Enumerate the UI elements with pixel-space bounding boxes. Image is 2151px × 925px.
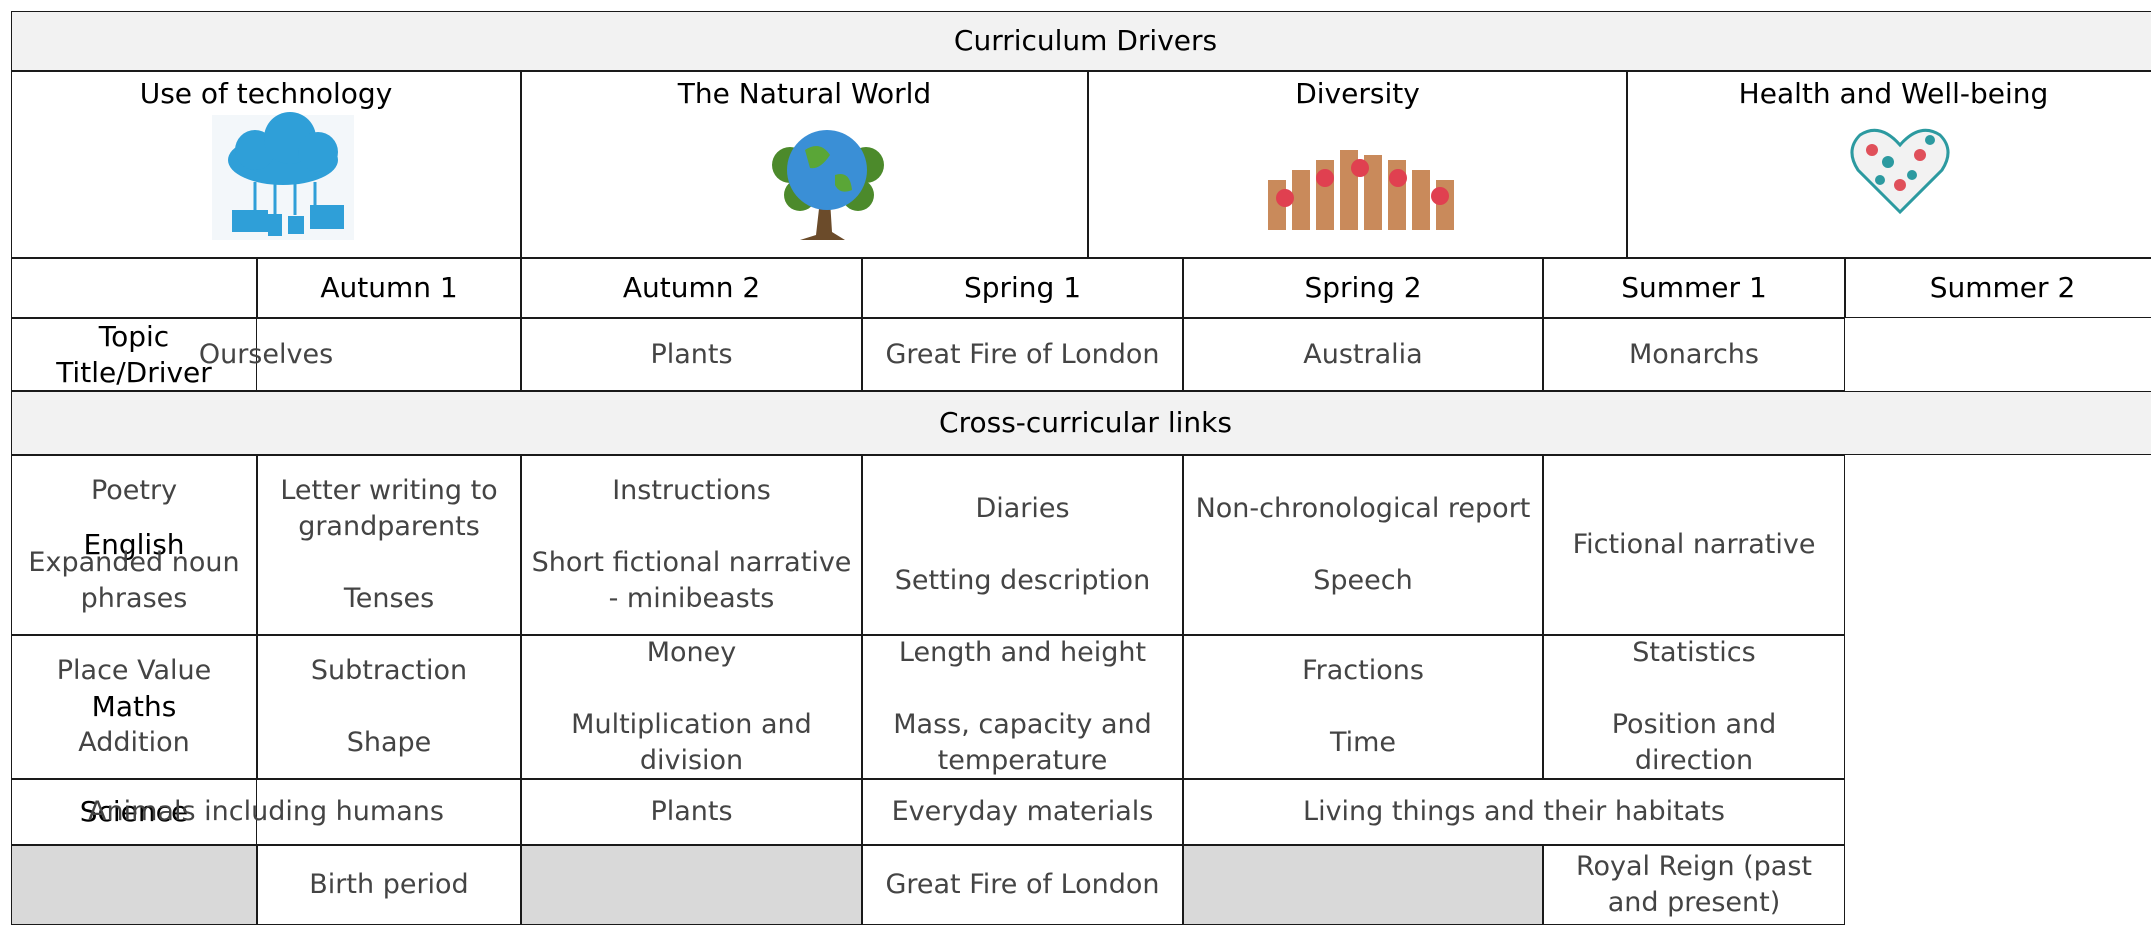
- cell-text: Instructions: [612, 475, 771, 506]
- data-cell: Subtraction Shape: [257, 635, 521, 779]
- cell-text: Everyday materials: [891, 796, 1154, 827]
- cell-text: The Natural World: [677, 77, 932, 110]
- cell-text: Diversity: [1295, 77, 1420, 110]
- data-cell: Living things and their habitats: [1183, 779, 1845, 845]
- cell-text: Place Value: [56, 655, 212, 686]
- cell-text: Spring 1: [963, 271, 1082, 304]
- cell-text: Spring 2: [1304, 271, 1422, 304]
- data-cell: Place Value Addition: [11, 635, 257, 779]
- data-cell: Non-chronological report Speech: [1183, 455, 1543, 635]
- cell-text: Cross-curricular links: [939, 406, 1232, 439]
- data-cell: Ourselves: [11, 318, 521, 391]
- cell-text: Tenses: [343, 583, 435, 614]
- cell-text: Short fictional narrative - minibeasts: [531, 547, 852, 614]
- corner-cell: [11, 258, 257, 318]
- cell-text: Living things and their habitats: [1303, 796, 1725, 827]
- data-cell: Diaries Setting description: [862, 455, 1183, 635]
- data-cell: Royal Reign (past and present): [1543, 845, 1845, 925]
- cell-text: Animals including humans: [88, 796, 444, 827]
- cell-text: Topic Title/Driver: [56, 319, 212, 389]
- cell-text: Non-chronological report: [1195, 493, 1531, 524]
- cell-text: Speech: [1313, 565, 1413, 596]
- cell-text: Summer 1: [1621, 271, 1767, 304]
- data-cell: Plants: [521, 318, 862, 391]
- data-cell: Plants: [521, 779, 862, 845]
- data-cell: [1183, 845, 1543, 925]
- row-label: Topic Title/Driver: [11, 318, 257, 391]
- data-cell: Money Multiplication and division: [521, 635, 862, 779]
- driver-cell: Diversity: [1088, 71, 1627, 258]
- cell-text: Money: [646, 637, 737, 668]
- data-cell: Australia: [1183, 318, 1543, 391]
- cell-text: Time: [1329, 727, 1397, 758]
- data-cell: Poetry Expanded noun phrases: [11, 455, 257, 635]
- data-cell: Everyday materials: [862, 779, 1183, 845]
- data-cell: Great Fire of London: [862, 845, 1183, 925]
- cell-text: Science: [79, 795, 189, 828]
- cell-text: Great Fire of London: [885, 869, 1160, 900]
- cell-text: Letter writing to grandparents: [280, 475, 498, 542]
- section-title: Cross-curricular links: [11, 391, 2151, 455]
- data-cell: Birth period: [257, 845, 521, 925]
- cell-text: Diaries: [975, 493, 1070, 524]
- cell-text: Multiplication and division: [571, 709, 812, 776]
- data-cell: Length and height Mass, capacity and temp…: [862, 635, 1183, 779]
- cell-text: Statistics: [1632, 637, 1756, 668]
- term-header: Autumn 1: [257, 258, 521, 318]
- cell-text: Plants: [650, 338, 733, 370]
- cell-text: Expanded noun phrases: [28, 547, 240, 614]
- cell-text: Health and Well-being: [1738, 77, 2049, 110]
- data-cell: Instructions Short fictional narrative - …: [521, 455, 862, 635]
- cell-text: Setting description: [894, 565, 1151, 596]
- cell-text: Shape: [346, 727, 432, 758]
- cell-text: Royal Reign (past and present): [1575, 851, 1813, 918]
- cell-text: Autumn 1: [320, 271, 458, 304]
- cell-text: Birth period: [309, 869, 469, 900]
- cell-text: Subtraction: [310, 655, 468, 686]
- cell-text: Maths: [91, 690, 177, 723]
- driver-cell: Health and Well-being: [1627, 71, 2151, 258]
- cell-text: Length and height: [898, 637, 1147, 668]
- title-cell: Curriculum Drivers: [11, 11, 2151, 71]
- data-cell: Monarchs: [1543, 318, 1845, 391]
- data-cell: Statistics Position and direction: [1543, 635, 1845, 779]
- cell-text: Use of technology: [139, 77, 393, 110]
- driver-cell: Use of technology: [11, 71, 521, 258]
- cell-text: Position and direction: [1611, 709, 1777, 776]
- cell-text: Mass, capacity and temperature: [893, 709, 1152, 776]
- data-cell: Fractions Time: [1183, 635, 1543, 779]
- cell-text: Curriculum Drivers: [953, 24, 1218, 57]
- term-header: Spring 2: [1183, 258, 1543, 318]
- data-cell: Great Fire of London: [862, 318, 1183, 391]
- term-header: Summer 2: [1845, 258, 2151, 318]
- cell-text: Summer 2: [1929, 271, 2076, 304]
- cell-text: Autumn 2: [622, 271, 761, 304]
- data-cell: [521, 845, 862, 925]
- cell-text: Australia: [1303, 338, 1423, 370]
- data-cell: [11, 845, 257, 925]
- cell-text: Poetry: [90, 475, 178, 506]
- data-cell: Fictional narrative: [1543, 455, 1845, 635]
- cell-text: Fictional narrative: [1572, 529, 1816, 560]
- data-cell: Animals including humans: [11, 779, 521, 845]
- cell-text: Monarchs: [1628, 338, 1759, 370]
- driver-cell: The Natural World: [521, 71, 1088, 258]
- cell-text: Ourselves: [198, 338, 334, 370]
- term-header: Spring 1: [862, 258, 1183, 318]
- cell-text: Plants: [650, 796, 733, 827]
- cell-text: Fractions: [1302, 655, 1424, 686]
- cell-text: Great Fire of London: [885, 338, 1160, 370]
- data-cell: Letter writing to grandparents Tenses: [257, 455, 521, 635]
- cell-text: English: [83, 528, 185, 561]
- term-header: Autumn 2: [521, 258, 862, 318]
- cell-text: Addition: [78, 727, 190, 758]
- term-header: Summer 1: [1543, 258, 1845, 318]
